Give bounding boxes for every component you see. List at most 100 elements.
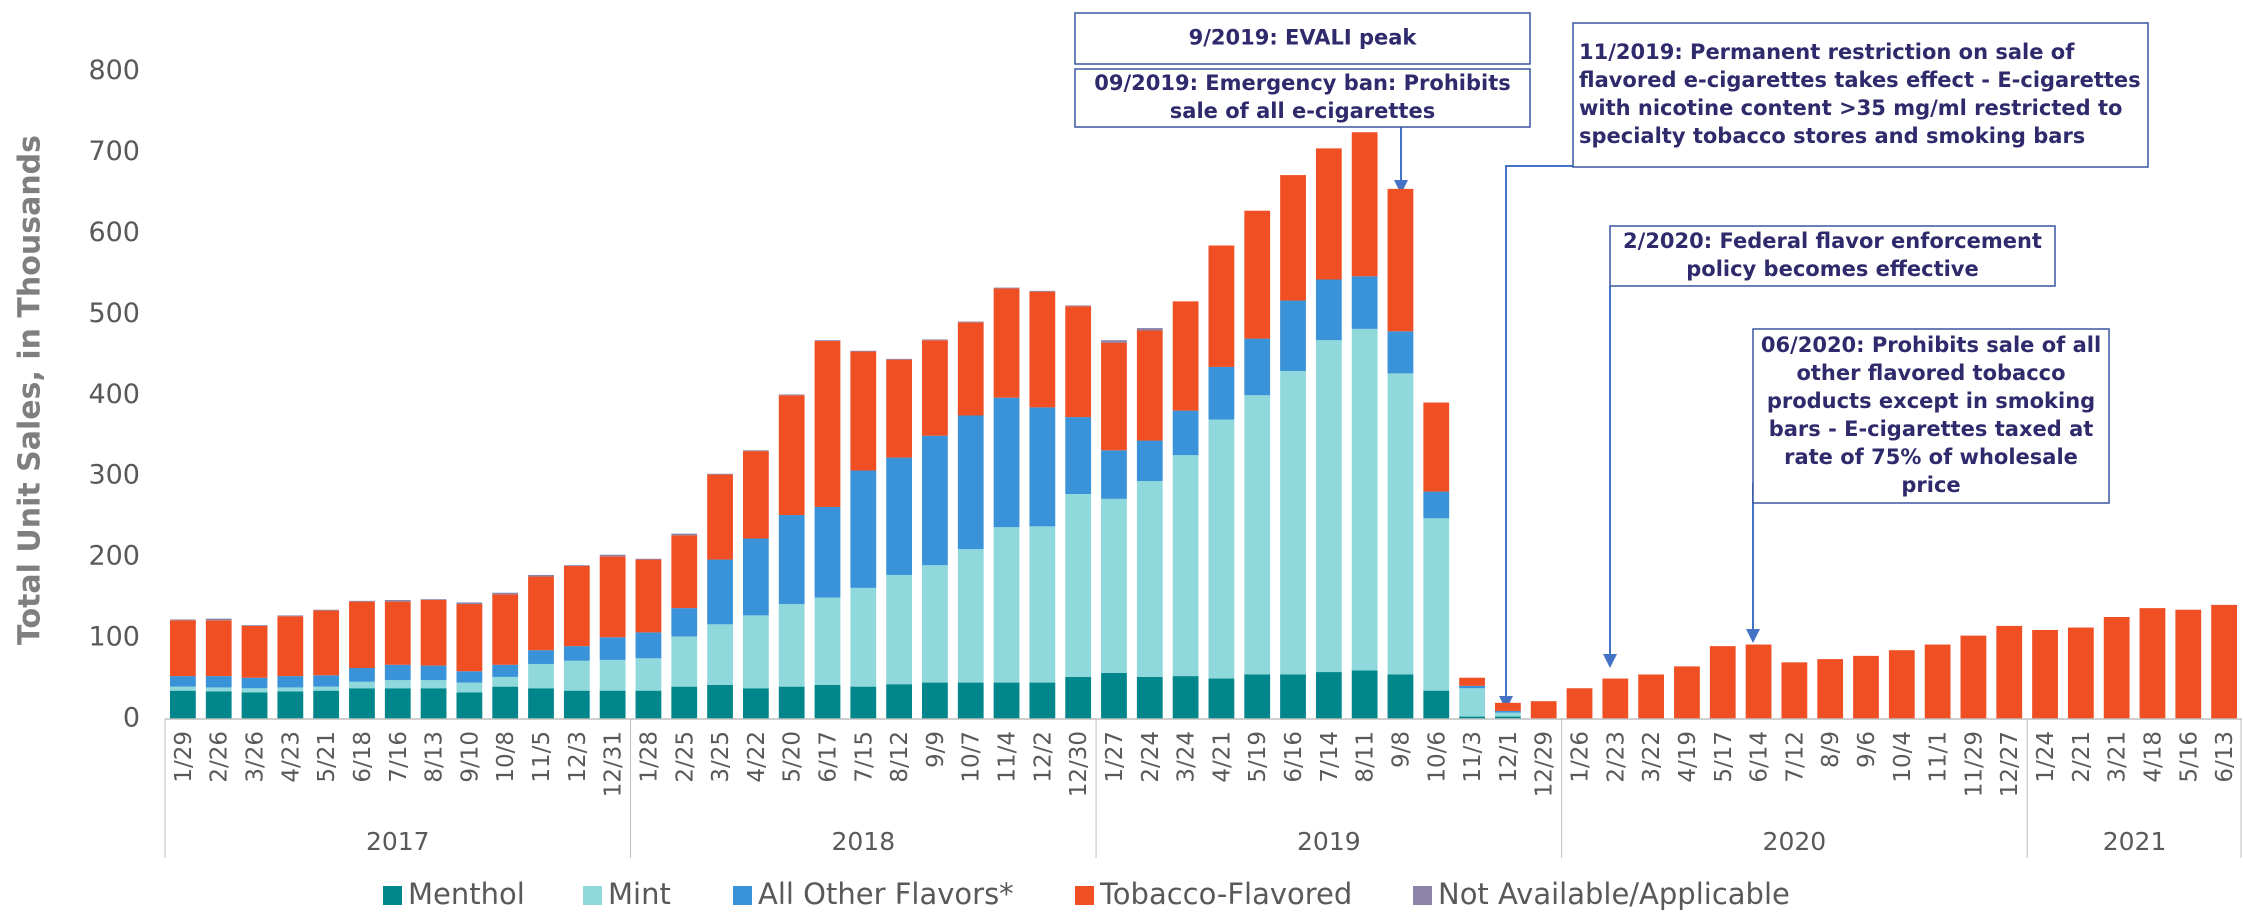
x-tick-label: 1/24 bbox=[2033, 731, 2059, 783]
bar-segment bbox=[2032, 629, 2058, 719]
annotation-text: 9/2019: EVALI peak bbox=[1189, 26, 1418, 50]
bar-segment bbox=[170, 619, 196, 621]
bar-segment bbox=[563, 646, 590, 661]
bar-segment bbox=[957, 322, 984, 416]
bar-segment bbox=[1888, 650, 1915, 719]
annotation-text: rate of 75% of wholesale bbox=[1784, 445, 2078, 469]
bar-segment bbox=[635, 658, 662, 691]
bar-segment bbox=[886, 359, 913, 458]
bar-segment bbox=[492, 676, 519, 687]
bar-segment bbox=[1387, 373, 1414, 675]
x-tick-label: 3/25 bbox=[708, 731, 734, 783]
y-axis-title: Total Unit Sales, in Thousands bbox=[13, 135, 48, 645]
x-tick-label: 5/20 bbox=[780, 731, 806, 783]
bar-segment bbox=[1459, 677, 1485, 686]
y-tick-label: 700 bbox=[88, 136, 140, 167]
bar-segment bbox=[1423, 491, 1450, 519]
bar-segment bbox=[922, 565, 948, 683]
bar-segment bbox=[671, 686, 698, 719]
bar-segment bbox=[205, 687, 232, 692]
bar-segment bbox=[205, 618, 232, 621]
x-tick-label: 10/8 bbox=[493, 731, 519, 783]
bar-segment bbox=[1315, 148, 1342, 280]
bar-segment bbox=[922, 435, 948, 566]
bar-segment bbox=[2175, 609, 2202, 719]
bar-segment bbox=[1101, 340, 1127, 343]
bar-segment bbox=[778, 395, 805, 516]
bar-segment bbox=[1208, 245, 1235, 367]
bar-segment bbox=[599, 554, 626, 557]
x-tick-label: 8/12 bbox=[887, 731, 913, 783]
bar-segment bbox=[420, 599, 447, 601]
bar-segment bbox=[922, 340, 948, 436]
bar-segment bbox=[742, 451, 769, 539]
y-tick-label: 200 bbox=[88, 541, 140, 572]
annotation-text: specialty tobacco stores and smoking bar… bbox=[1579, 124, 2085, 148]
bar-segment bbox=[1244, 395, 1271, 675]
y-tick-label: 0 bbox=[123, 703, 140, 734]
bar-segment bbox=[1101, 498, 1127, 673]
bar-segment bbox=[1566, 688, 1593, 719]
bar-segment bbox=[1172, 676, 1199, 719]
bar-segment bbox=[384, 664, 411, 681]
annotation-box bbox=[1074, 68, 1531, 128]
x-tick-label: 7/12 bbox=[1782, 731, 1808, 783]
x-tick-label: 4/18 bbox=[2140, 731, 2166, 783]
bar-segment bbox=[671, 636, 698, 687]
y-tick-label: 100 bbox=[88, 622, 140, 653]
bar-segment bbox=[1494, 712, 1521, 717]
bar-segment bbox=[742, 538, 769, 616]
bar-segment bbox=[1280, 300, 1306, 371]
bar-segment bbox=[1172, 455, 1199, 677]
bar-segment bbox=[1494, 702, 1521, 711]
bar-segment bbox=[922, 682, 948, 719]
arrow-head bbox=[1746, 629, 1760, 643]
bar-segment bbox=[349, 668, 375, 682]
bar-segment bbox=[1423, 402, 1450, 492]
bar-segment bbox=[1280, 674, 1306, 719]
bar-segment bbox=[349, 681, 375, 689]
group-label: 2021 bbox=[2103, 827, 2167, 856]
bar-segment bbox=[170, 620, 196, 677]
bar-segment bbox=[707, 559, 733, 625]
bar-segment bbox=[599, 637, 626, 660]
x-tick-label: 4/19 bbox=[1675, 731, 1701, 783]
x-tick-label: 4/22 bbox=[744, 731, 770, 783]
bar-segment bbox=[850, 686, 877, 719]
x-tick-label: 9/10 bbox=[457, 731, 483, 783]
bar-segment bbox=[1315, 279, 1342, 341]
bar-segment bbox=[313, 675, 340, 687]
bar-segment bbox=[1674, 666, 1700, 719]
bar-segment bbox=[1101, 450, 1127, 499]
x-tick-label: 6/17 bbox=[815, 731, 841, 783]
bar-segment bbox=[635, 690, 662, 719]
bar-segment bbox=[1208, 678, 1235, 719]
bar-segment bbox=[2067, 627, 2094, 719]
bar-segment bbox=[1387, 188, 1414, 332]
bar-segment bbox=[707, 685, 733, 719]
bar-segment bbox=[850, 351, 877, 471]
x-tick-label: 6/13 bbox=[2212, 731, 2238, 783]
bar-segment bbox=[1459, 688, 1485, 717]
bar-segment bbox=[456, 602, 483, 605]
bar-segment bbox=[957, 682, 984, 719]
annotation-text: sale of all e-cigarettes bbox=[1170, 99, 1435, 123]
bar-segment bbox=[420, 665, 447, 681]
bar-segment bbox=[277, 616, 304, 677]
bar-segment bbox=[635, 558, 662, 560]
bar-segment bbox=[492, 664, 519, 677]
bar-segment bbox=[1387, 331, 1414, 374]
legend-label: All Other Flavors* bbox=[758, 877, 1014, 911]
bar-segment bbox=[1065, 305, 1092, 307]
bar-segment bbox=[1101, 342, 1127, 451]
bar-segment bbox=[671, 608, 698, 637]
bar-segment bbox=[2103, 617, 2130, 719]
bar-segment bbox=[528, 576, 554, 651]
bar-segment bbox=[241, 692, 268, 719]
bar-segment bbox=[1172, 410, 1199, 456]
x-tick-label: 6/16 bbox=[1281, 731, 1307, 783]
bar-segment bbox=[1136, 330, 1163, 441]
arrow bbox=[1505, 165, 1573, 700]
x-tick-label: 11/3 bbox=[1460, 731, 1486, 783]
legend-label: Tobacco-Flavored bbox=[1099, 877, 1352, 911]
